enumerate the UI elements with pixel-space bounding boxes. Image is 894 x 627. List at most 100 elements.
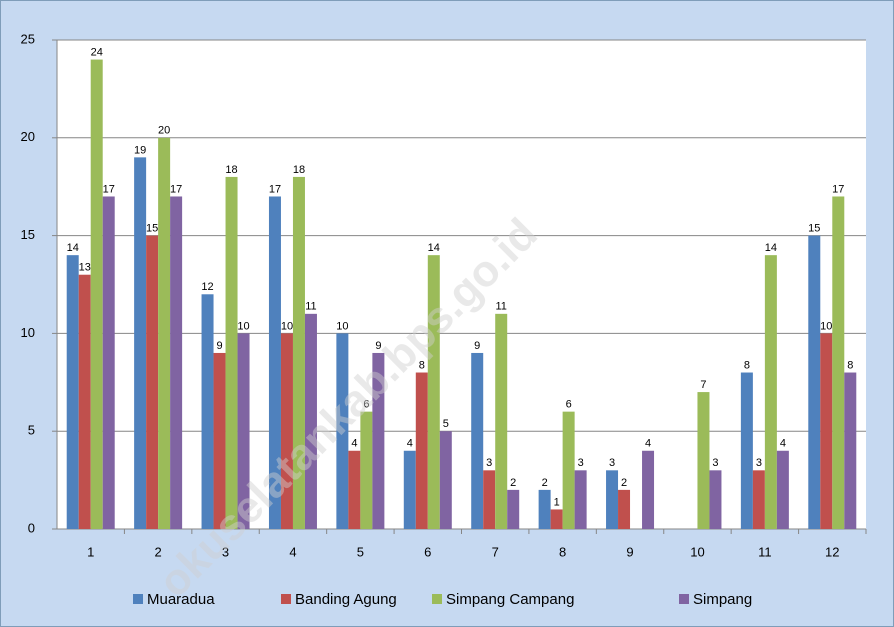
- data-label: 10: [281, 320, 293, 332]
- x-tick-label: 1: [87, 544, 94, 559]
- data-label: 15: [146, 223, 158, 235]
- data-label: 3: [712, 457, 718, 469]
- x-tick-label: 3: [222, 544, 229, 559]
- data-label: 24: [91, 46, 103, 58]
- data-label: 12: [201, 281, 213, 293]
- data-label: 14: [765, 242, 777, 254]
- x-tick-label: 5: [357, 544, 364, 559]
- y-tick-label: 0: [28, 520, 35, 535]
- bar: [403, 450, 416, 529]
- legend-swatch: [133, 594, 143, 604]
- bar: [495, 313, 508, 529]
- bar: [740, 372, 753, 529]
- data-label: 17: [103, 183, 115, 195]
- x-tick-label: 12: [825, 544, 839, 559]
- data-label: 15: [808, 223, 820, 235]
- data-label: 11: [305, 301, 316, 313]
- bar: [213, 352, 226, 529]
- data-label: 19: [134, 144, 146, 156]
- bar: [562, 411, 575, 529]
- bar: [268, 196, 281, 530]
- x-tick-label: 6: [424, 544, 431, 559]
- bar: [146, 235, 159, 529]
- plot-area: [57, 40, 866, 529]
- data-label: 13: [79, 262, 91, 274]
- data-label: 10: [336, 320, 348, 332]
- bar: [134, 157, 147, 530]
- bar: [606, 470, 619, 529]
- bar: [225, 176, 238, 530]
- legend-swatch: [679, 594, 689, 604]
- bar: [439, 431, 452, 529]
- data-label: 18: [293, 164, 305, 176]
- data-label: 6: [363, 399, 369, 411]
- y-tick-label: 15: [21, 227, 35, 242]
- data-label: 9: [375, 340, 381, 352]
- bar: [292, 176, 305, 530]
- data-label: 9: [216, 340, 222, 352]
- legend-swatch: [432, 594, 442, 604]
- bar: [507, 489, 520, 529]
- x-tick-label: 4: [289, 544, 296, 559]
- data-label: 8: [744, 359, 750, 371]
- bar: [752, 470, 765, 529]
- bar: [764, 255, 777, 529]
- bar: [550, 509, 563, 529]
- bar: [415, 372, 428, 529]
- data-label: 4: [351, 438, 357, 450]
- bar: [66, 255, 79, 529]
- bar: [102, 196, 115, 530]
- bar: [574, 470, 587, 529]
- data-label: 8: [419, 359, 425, 371]
- y-tick-label: 25: [21, 31, 35, 46]
- data-label: 4: [780, 438, 786, 450]
- data-label: 20: [158, 125, 170, 137]
- data-label: 1: [554, 496, 560, 508]
- data-label: 8: [847, 359, 853, 371]
- bar: [360, 411, 373, 529]
- data-label: 14: [428, 242, 440, 254]
- data-label: 7: [700, 379, 706, 391]
- bar: [776, 450, 789, 529]
- bar: [642, 450, 655, 529]
- bar: [427, 255, 440, 529]
- data-label: 2: [542, 477, 548, 489]
- data-label: 10: [237, 320, 249, 332]
- legend-label: Simpang Campang: [446, 591, 574, 608]
- data-label: 2: [510, 477, 516, 489]
- legend-label: Banding Agung: [295, 591, 397, 608]
- y-tick-label: 10: [21, 325, 35, 340]
- legend-swatch: [281, 594, 291, 604]
- data-label: 9: [474, 340, 480, 352]
- bar: [832, 196, 845, 530]
- bar: [78, 274, 91, 529]
- bar: [304, 313, 317, 529]
- data-label: 3: [756, 457, 762, 469]
- bar: [280, 333, 293, 529]
- bar: [483, 470, 496, 529]
- bar: [372, 352, 385, 529]
- data-label: 3: [609, 457, 615, 469]
- x-tick-label: 2: [155, 544, 162, 559]
- bar: [808, 235, 821, 529]
- data-label: 10: [820, 320, 832, 332]
- data-label: 4: [407, 438, 413, 450]
- data-label: 5: [443, 418, 449, 430]
- data-label: 2: [621, 477, 627, 489]
- data-label: 17: [170, 183, 182, 195]
- data-label: 4: [645, 438, 651, 450]
- legend-label: Simpang: [693, 591, 752, 608]
- bar: [237, 333, 250, 529]
- bar: [471, 352, 484, 529]
- data-label: 3: [578, 457, 584, 469]
- bar: [697, 392, 710, 529]
- bar: [158, 137, 171, 530]
- data-label: 17: [269, 183, 281, 195]
- data-label: 3: [486, 457, 492, 469]
- x-tick-label: 11: [758, 544, 772, 559]
- bar: [348, 450, 361, 529]
- y-tick-label: 20: [21, 129, 35, 144]
- bar: [90, 59, 103, 530]
- bar: [336, 333, 349, 529]
